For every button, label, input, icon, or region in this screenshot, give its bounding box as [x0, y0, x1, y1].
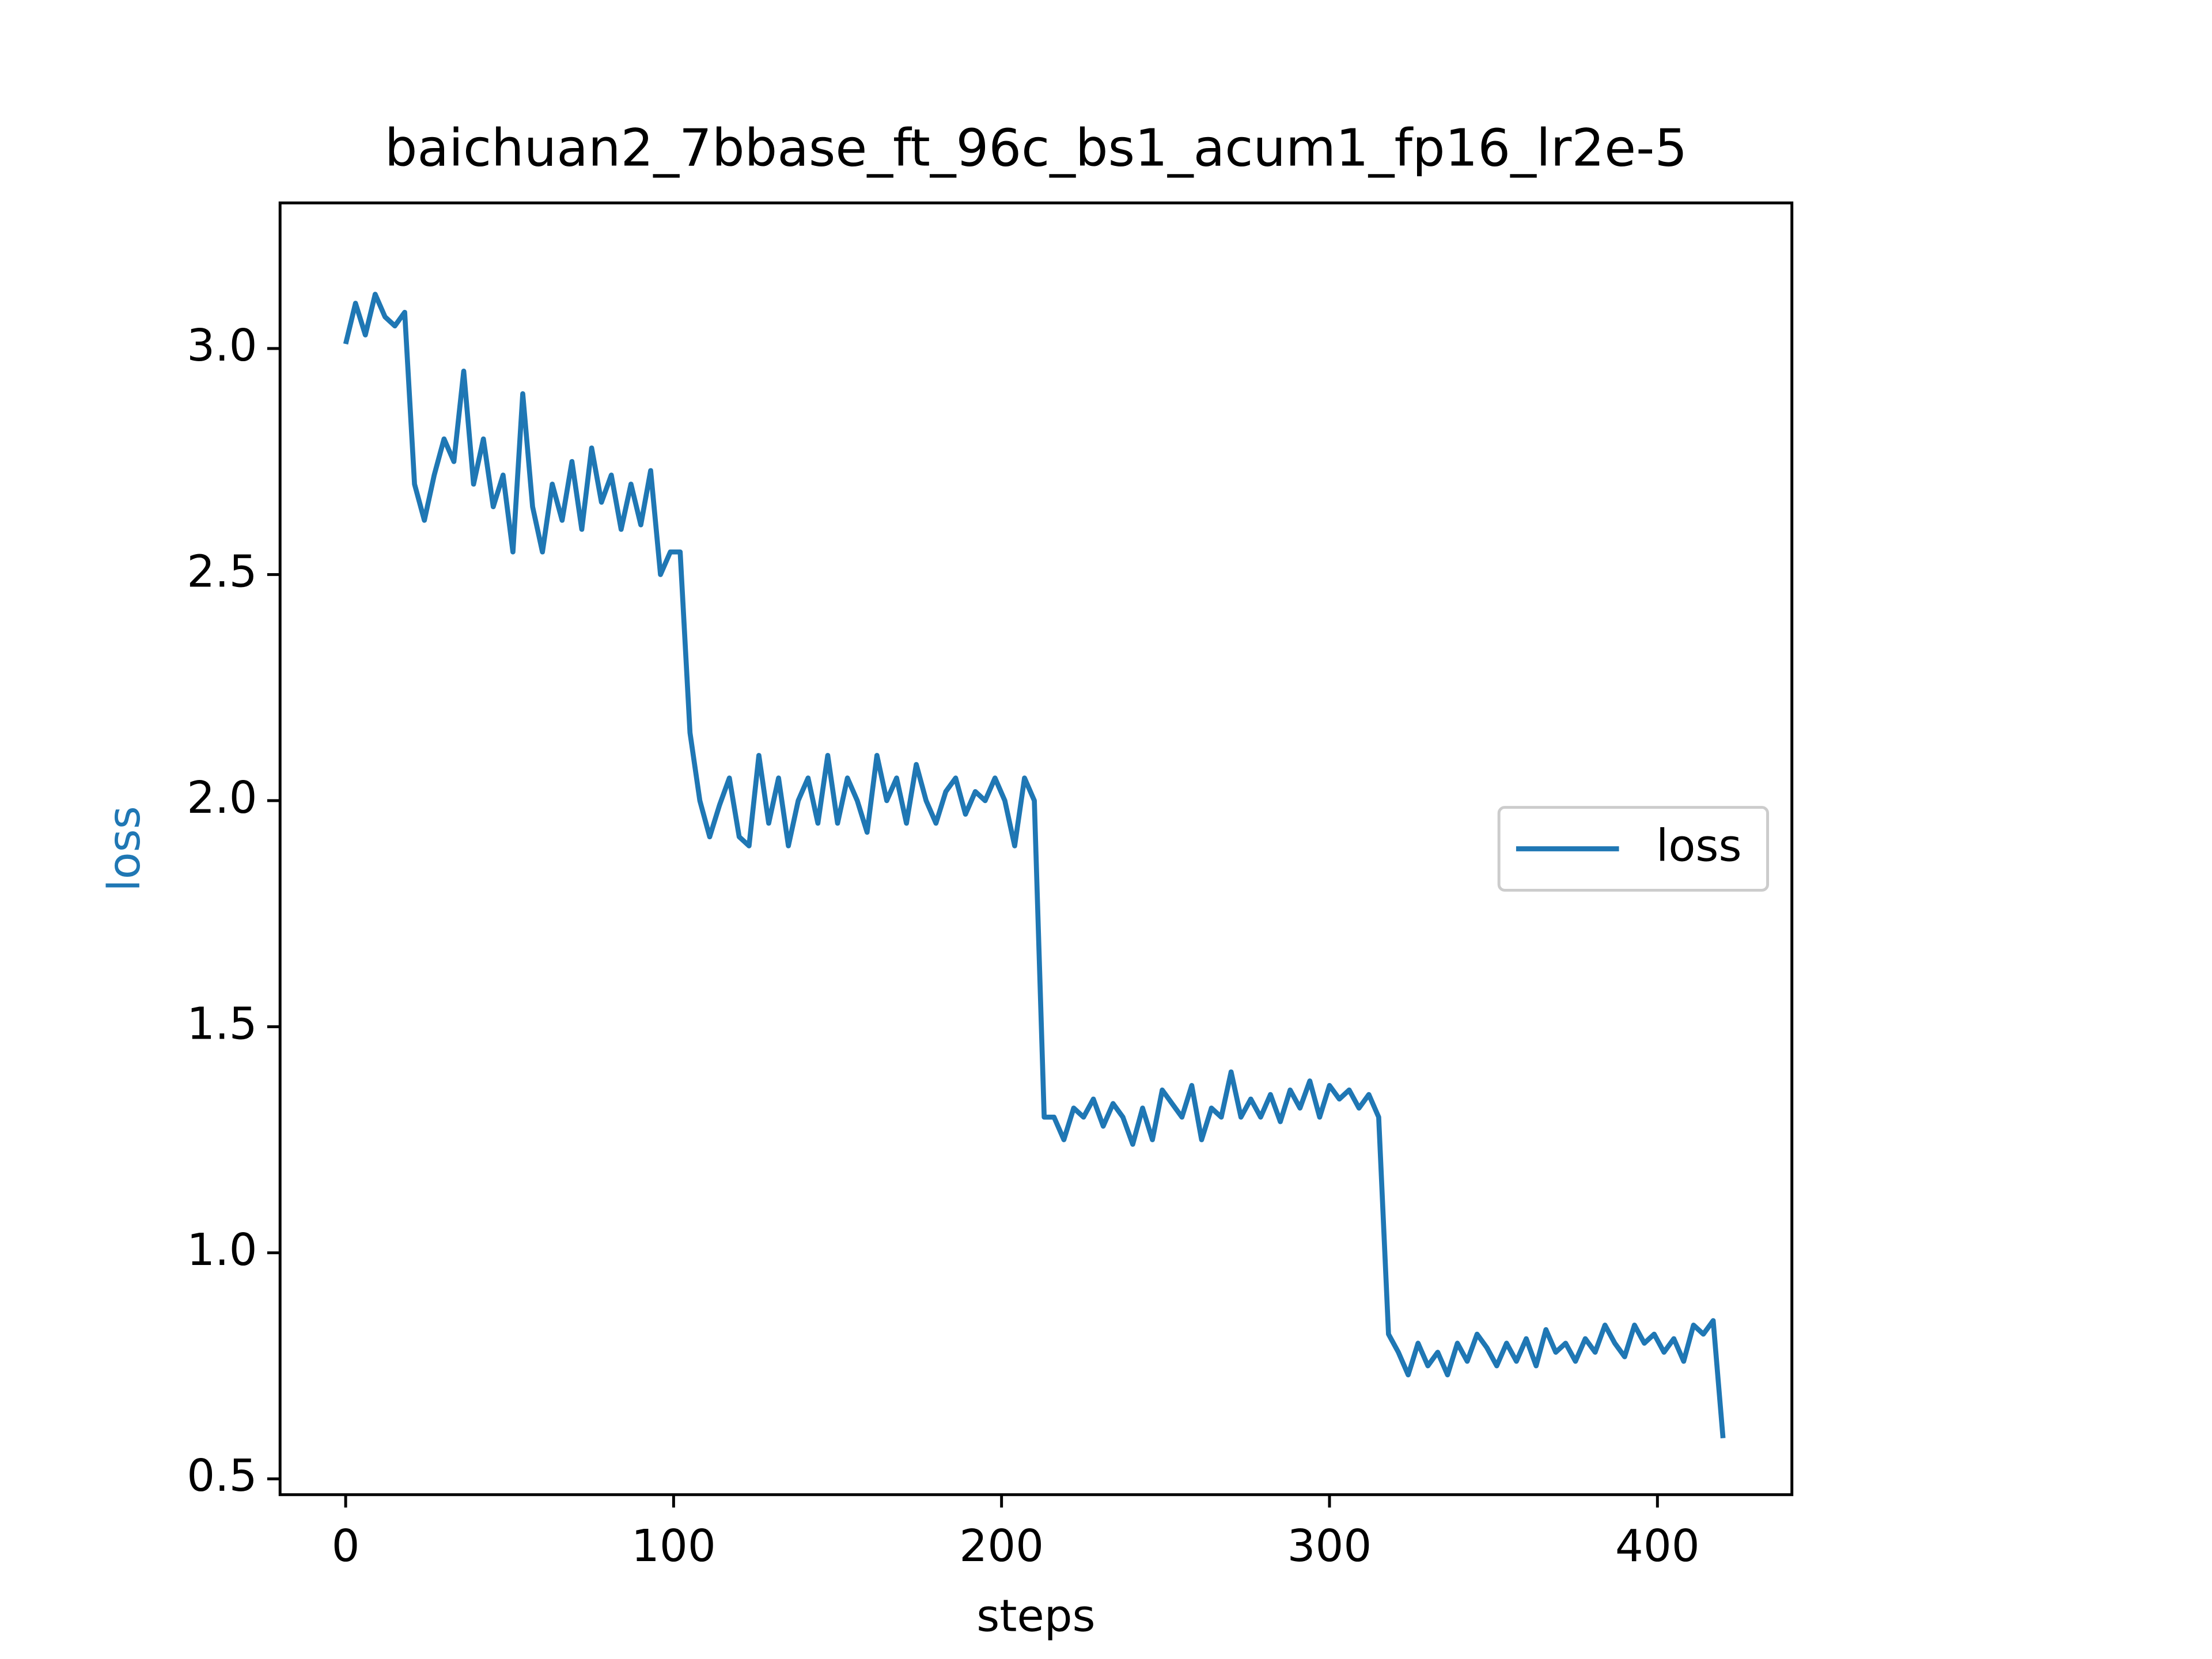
x-tick-label: 200	[959, 1521, 1044, 1572]
x-tick-label: 400	[1615, 1521, 1700, 1572]
y-tick-label: 1.5	[187, 998, 257, 1050]
chart-title: baichuan2_7bbase_ft_96c_bs1_acum1_fp16_l…	[385, 118, 1687, 178]
loss-line	[343, 291, 1726, 1438]
legend-label: loss	[1656, 820, 1741, 872]
x-axis-label: steps	[976, 1591, 1095, 1642]
legend-box	[1497, 806, 1770, 892]
y-tick-label: 0.5	[187, 1450, 257, 1502]
legend: loss	[1497, 806, 1770, 892]
x-tick-label: 100	[631, 1521, 716, 1572]
y-tick-label: 3.0	[187, 320, 257, 372]
y-tick-label: 1.0	[187, 1225, 257, 1276]
plot-frame	[278, 201, 1794, 1497]
y-axis-label: loss	[99, 806, 150, 891]
y-tick-label: 2.5	[187, 546, 257, 597]
x-tick-label: 0	[332, 1521, 360, 1572]
x-tick-label: 300	[1287, 1521, 1372, 1572]
y-tick-label: 2.0	[187, 772, 257, 824]
